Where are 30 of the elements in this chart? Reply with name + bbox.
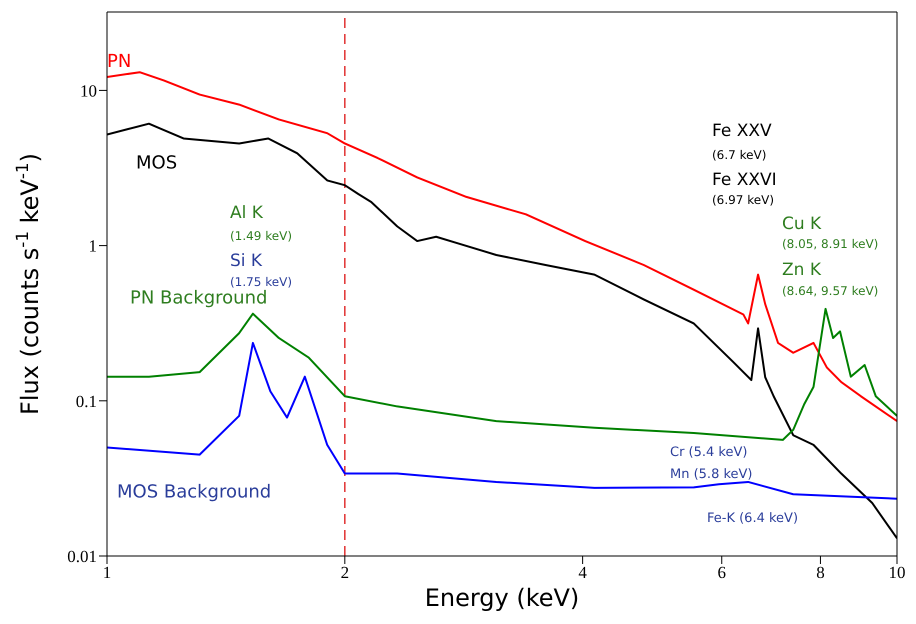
series-label: MOS Background [117, 481, 272, 502]
annotation: Si K [230, 250, 262, 272]
x-tick-label: 10 [888, 563, 906, 582]
annotation: (1.49 keV) [230, 228, 292, 244]
annotation: (1.75 keV) [230, 274, 292, 290]
annotation: Cr (5.4 keV) [670, 445, 748, 461]
annotation: Fe XXVI [712, 170, 777, 190]
x-tick-label: 8 [816, 563, 825, 582]
annotation: (6.97 keV) [712, 192, 774, 208]
series-label: MOS [136, 152, 178, 174]
annotation: (6.7 keV) [712, 148, 766, 162]
y-tick-label: 0.1 [76, 392, 97, 411]
series-label: PN Background [130, 288, 268, 309]
annotation: Zn K [782, 260, 821, 280]
annotation: (8.05, 8.91 keV) [782, 236, 878, 252]
y-tick-label: 0.01 [67, 547, 97, 566]
x-tick-label: 2 [340, 563, 350, 582]
y-tick-label: 1 [88, 236, 97, 256]
annotation: (8.64, 9.57 keV) [782, 284, 878, 298]
series-label: PN [107, 50, 132, 72]
x-tick-label: 6 [717, 563, 726, 582]
annotation: Al K [230, 202, 263, 224]
annotation: Mn (5.8 keV) [670, 467, 752, 483]
y-tick-label: 10 [80, 81, 97, 100]
annotation: Fe-K (6.4 keV) [707, 511, 798, 527]
x-tick-label: 1 [102, 563, 112, 582]
x-tick-label: 4 [578, 563, 588, 582]
annotation: Cu K [782, 214, 822, 234]
x-axis-title: Energy (keV) [424, 584, 580, 612]
annotation: Fe XXV [712, 120, 772, 142]
